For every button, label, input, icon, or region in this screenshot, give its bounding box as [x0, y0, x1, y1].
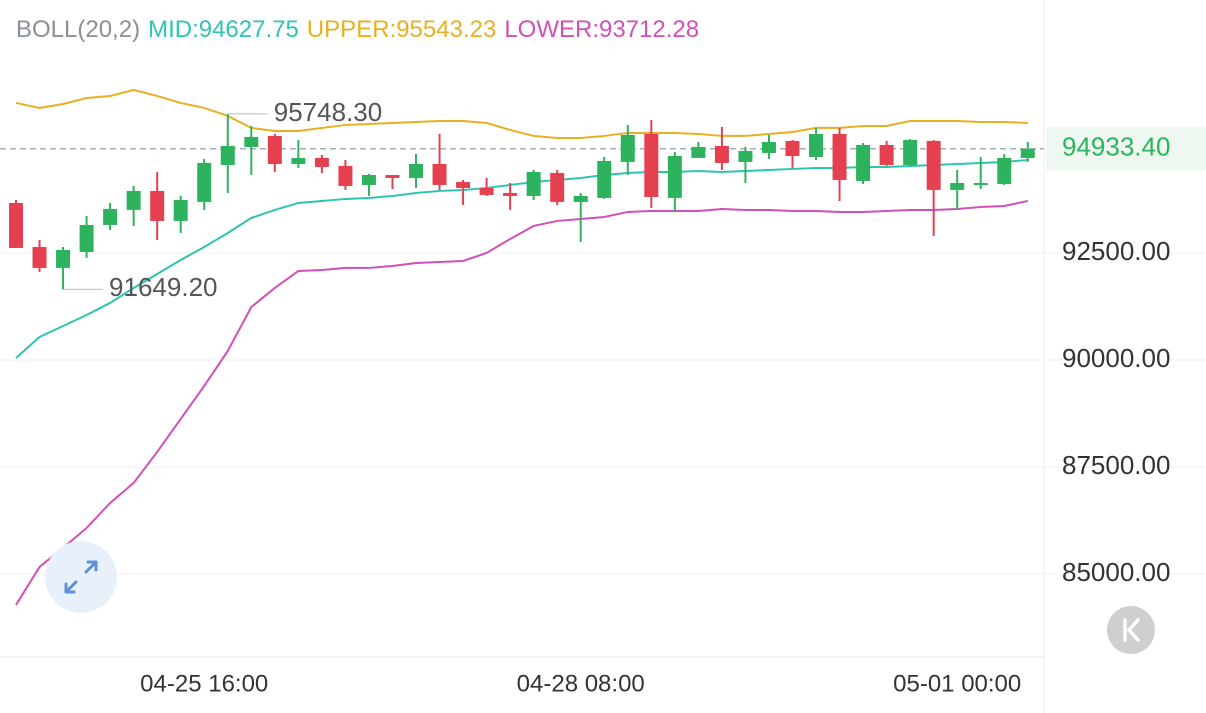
candle-body [409, 163, 424, 178]
candle-body [220, 145, 235, 165]
candle-body [432, 163, 447, 185]
candle-body [456, 181, 471, 188]
candle-body [197, 162, 212, 202]
candle-body [620, 134, 635, 162]
candle-body [761, 141, 776, 153]
candle-body [714, 145, 729, 163]
candle-body [503, 192, 518, 196]
candle-body [973, 182, 988, 185]
candle-body [126, 190, 141, 210]
candle-body [997, 157, 1012, 184]
candle-body [926, 140, 941, 190]
candle-body [903, 139, 918, 165]
y-tick-label: 92500.00 [1062, 236, 1170, 266]
candle-body [361, 174, 376, 185]
candle-body [32, 246, 47, 268]
candle-body [950, 182, 965, 190]
high-label: 95748.30 [274, 97, 382, 127]
candle-body [526, 171, 541, 196]
candle-body [338, 165, 353, 186]
legend-entry: MID:94627.75 [148, 16, 299, 43]
legend-entry: LOWER:93712.28 [504, 16, 700, 43]
expand-icon [64, 560, 98, 594]
candle-body [103, 208, 118, 225]
band-line [15, 158, 1028, 359]
indicator-header: BOLL(20,2) MID:94627.75 UPPER:95543.23 LOWE… [16, 16, 707, 44]
expand-button[interactable] [45, 541, 117, 613]
candle-body [267, 135, 282, 164]
candle-body [479, 187, 494, 195]
y-tick-label: 87500.00 [1062, 450, 1170, 480]
candle-body [150, 190, 165, 221]
back-icon [1123, 618, 1140, 642]
low-label: 91649.20 [109, 272, 217, 302]
candle-body [738, 150, 753, 162]
indicator-name: BOLL(20,2) [16, 16, 141, 43]
y-tick-label: 85000.00 [1062, 557, 1170, 587]
last-price-box [1046, 126, 1206, 171]
candle-body [9, 202, 23, 248]
candle-body [291, 157, 306, 164]
candle-body [550, 172, 565, 202]
candle-body [79, 224, 94, 252]
legend-entry: UPPER:95543.23 [306, 16, 497, 43]
candle-body [1020, 148, 1035, 158]
last-price-label: 94933.40 [1062, 132, 1170, 162]
band-line [15, 88, 1028, 139]
y-tick-label: 90000.00 [1062, 343, 1170, 373]
candle-body [832, 133, 847, 180]
candle-body [785, 140, 800, 156]
candle-body [667, 155, 682, 198]
candle-body [56, 249, 71, 268]
candle-body [597, 160, 612, 198]
candle-body [173, 199, 188, 221]
candle-body [809, 133, 824, 157]
x-tick-label: 05-01 00:00 [893, 670, 1021, 697]
candle-body [385, 174, 400, 178]
candle-body [691, 146, 706, 158]
x-tick-label: 04-25 16:00 [140, 670, 268, 697]
candle-body [314, 157, 329, 167]
candle-body [644, 133, 659, 197]
candle-body [244, 136, 259, 147]
band-line [15, 199, 1028, 606]
candle-body [573, 195, 588, 202]
x-tick-label: 04-28 08:00 [517, 670, 645, 697]
candle-body [856, 144, 871, 181]
candle-body [879, 144, 894, 165]
